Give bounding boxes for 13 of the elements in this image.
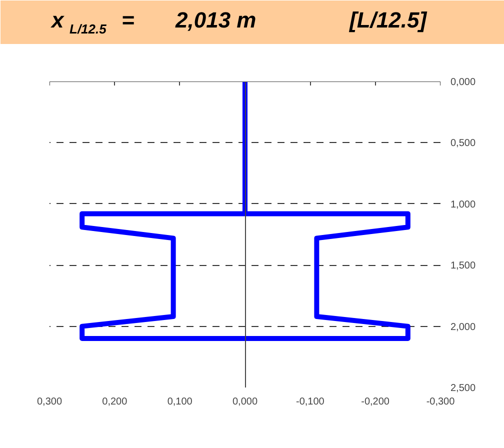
x-tick-label: 0,100 (167, 396, 193, 408)
x-tick-label: 0,000 (232, 396, 258, 408)
y-tick-label: 2,500 (450, 383, 476, 394)
y-tick-label: 0,000 (450, 77, 476, 88)
x-tick-label: -0,300 (426, 396, 456, 408)
x-tick-label: 0,200 (102, 396, 128, 408)
y-tick-label: 0,500 (450, 138, 476, 150)
x-tick-label: -0,200 (361, 396, 390, 408)
y-tick-label: 2,000 (450, 322, 476, 333)
y-tick-label: 1,500 (450, 260, 476, 272)
x-tick-label: -0,100 (296, 396, 325, 408)
x-tick-label: 0,300 (36, 396, 62, 408)
y-tick-label: 1,000 (450, 199, 476, 210)
